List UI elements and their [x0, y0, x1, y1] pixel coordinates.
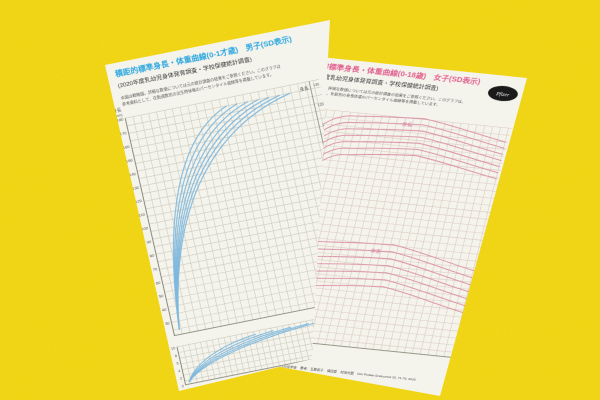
svg-text:10: 10 [171, 346, 176, 351]
